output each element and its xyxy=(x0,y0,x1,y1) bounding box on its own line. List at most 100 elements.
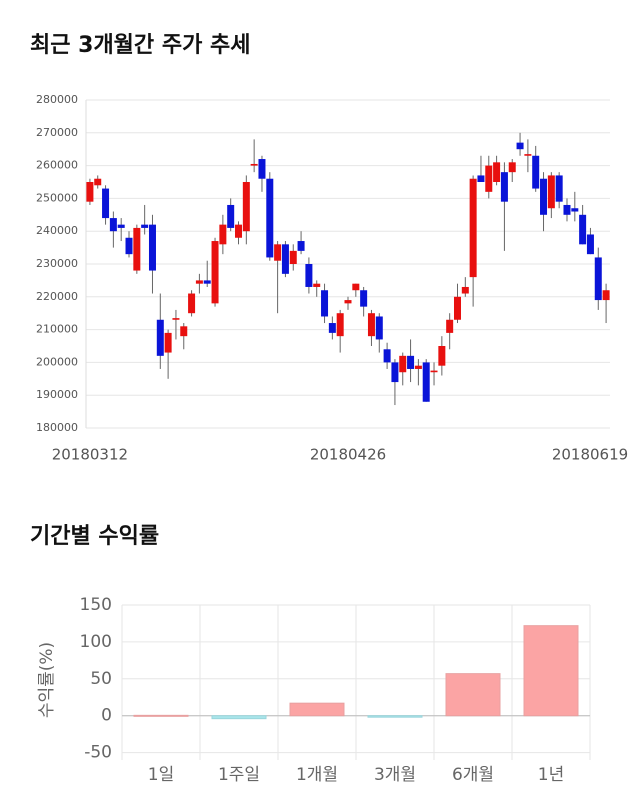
y-tick-label: 0 xyxy=(101,706,112,726)
x-tick-label: 20180312 xyxy=(52,446,128,464)
candle-body xyxy=(328,323,336,333)
candle-body xyxy=(547,175,555,209)
y-tick-label: 180000 xyxy=(36,421,78,434)
candle-body xyxy=(399,355,407,373)
y-tick-label: 210000 xyxy=(36,323,78,336)
candle-body xyxy=(469,178,477,278)
y-tick-label: 270000 xyxy=(36,126,78,139)
y-tick-label: 240000 xyxy=(36,224,78,237)
candle-body xyxy=(485,165,493,192)
candle-body xyxy=(109,218,117,232)
bar xyxy=(133,714,189,717)
candle-body xyxy=(555,175,563,202)
y-tick-label: -50 xyxy=(84,743,112,763)
candle-body xyxy=(148,224,156,271)
candle-body xyxy=(391,362,399,383)
candle-body xyxy=(586,234,594,255)
candle-body xyxy=(297,241,305,251)
y-tick-label: 230000 xyxy=(36,257,78,270)
candle-body xyxy=(219,224,227,245)
candle-body xyxy=(195,280,203,284)
x-tick-label: 1개월 xyxy=(296,765,338,785)
candle-body xyxy=(227,204,235,228)
bar xyxy=(445,673,501,717)
candle-body xyxy=(493,162,501,182)
candle-body xyxy=(430,370,438,373)
y-tick-label: 50 xyxy=(90,669,112,689)
candle-body xyxy=(563,204,571,215)
candle-body xyxy=(438,346,446,366)
candle-body xyxy=(141,224,149,228)
candle-body xyxy=(180,326,188,337)
candle-body xyxy=(305,264,313,287)
candle-body xyxy=(258,159,266,179)
y-tick-label: 260000 xyxy=(36,159,78,172)
candle-body xyxy=(594,257,602,301)
candle-body xyxy=(344,300,352,304)
y-tick-label: 220000 xyxy=(36,290,78,303)
candle-body xyxy=(508,162,516,173)
x-tick-label: 3개월 xyxy=(374,765,416,785)
candle-body xyxy=(250,163,258,166)
y-axis-title: 수익률(%) xyxy=(37,642,57,718)
candle-body xyxy=(211,241,219,304)
x-tick-label: 20180426 xyxy=(310,446,386,464)
candle-body xyxy=(289,250,297,264)
candle-body xyxy=(102,188,110,219)
chart-title: 기간별 수익률 xyxy=(30,524,159,549)
x-tick-label: 1년 xyxy=(538,765,564,785)
candle-body xyxy=(579,214,587,245)
candle-body xyxy=(352,283,360,291)
candle-body xyxy=(274,244,282,261)
bar xyxy=(523,625,579,717)
candle-body xyxy=(375,316,383,340)
bar xyxy=(211,715,267,720)
candle-body xyxy=(321,290,329,317)
candle-body xyxy=(500,172,508,202)
candle-body xyxy=(188,293,196,314)
x-tick-label: 20180619 xyxy=(552,446,628,464)
candle-body xyxy=(516,142,524,150)
candle-body xyxy=(461,286,469,294)
candle-body xyxy=(540,178,548,215)
y-tick-label: 100 xyxy=(80,632,112,652)
candle-body xyxy=(360,290,368,307)
candle-body xyxy=(453,296,461,320)
x-tick-label: 1주일 xyxy=(218,765,260,785)
candle-body xyxy=(571,208,579,212)
candle-body xyxy=(422,362,430,402)
candle-body xyxy=(414,365,422,369)
candle-body xyxy=(266,178,274,258)
bar xyxy=(289,702,345,717)
candle-body xyxy=(117,224,125,228)
candle-body xyxy=(336,313,344,337)
candle-body xyxy=(407,355,415,369)
chart-title: 최근 3개월간 주가 추세 xyxy=(30,33,250,58)
candle-body xyxy=(532,155,540,189)
candle-body xyxy=(367,313,375,337)
y-tick-label: 150 xyxy=(80,595,112,615)
candle-body xyxy=(203,280,211,284)
candle-body xyxy=(156,319,164,356)
y-tick-label: 200000 xyxy=(36,355,78,368)
candle-body xyxy=(477,175,485,182)
y-tick-label: 250000 xyxy=(36,191,78,204)
candle-body xyxy=(125,237,133,255)
candle-body xyxy=(242,182,250,232)
candle-body xyxy=(133,227,141,271)
candle-body xyxy=(235,224,243,238)
candle-body xyxy=(172,318,180,320)
y-tick-label: 280000 xyxy=(36,93,78,106)
candle-body xyxy=(446,319,454,333)
candle-body xyxy=(164,332,172,353)
candle-body xyxy=(94,178,102,186)
candle-body xyxy=(281,244,289,274)
candle-body xyxy=(524,154,532,156)
x-tick-label: 6개월 xyxy=(452,765,494,785)
candle-body xyxy=(383,349,391,363)
x-tick-label: 1일 xyxy=(148,765,174,785)
candle-body xyxy=(602,290,610,301)
bar xyxy=(367,715,423,718)
candle-body xyxy=(313,283,321,287)
